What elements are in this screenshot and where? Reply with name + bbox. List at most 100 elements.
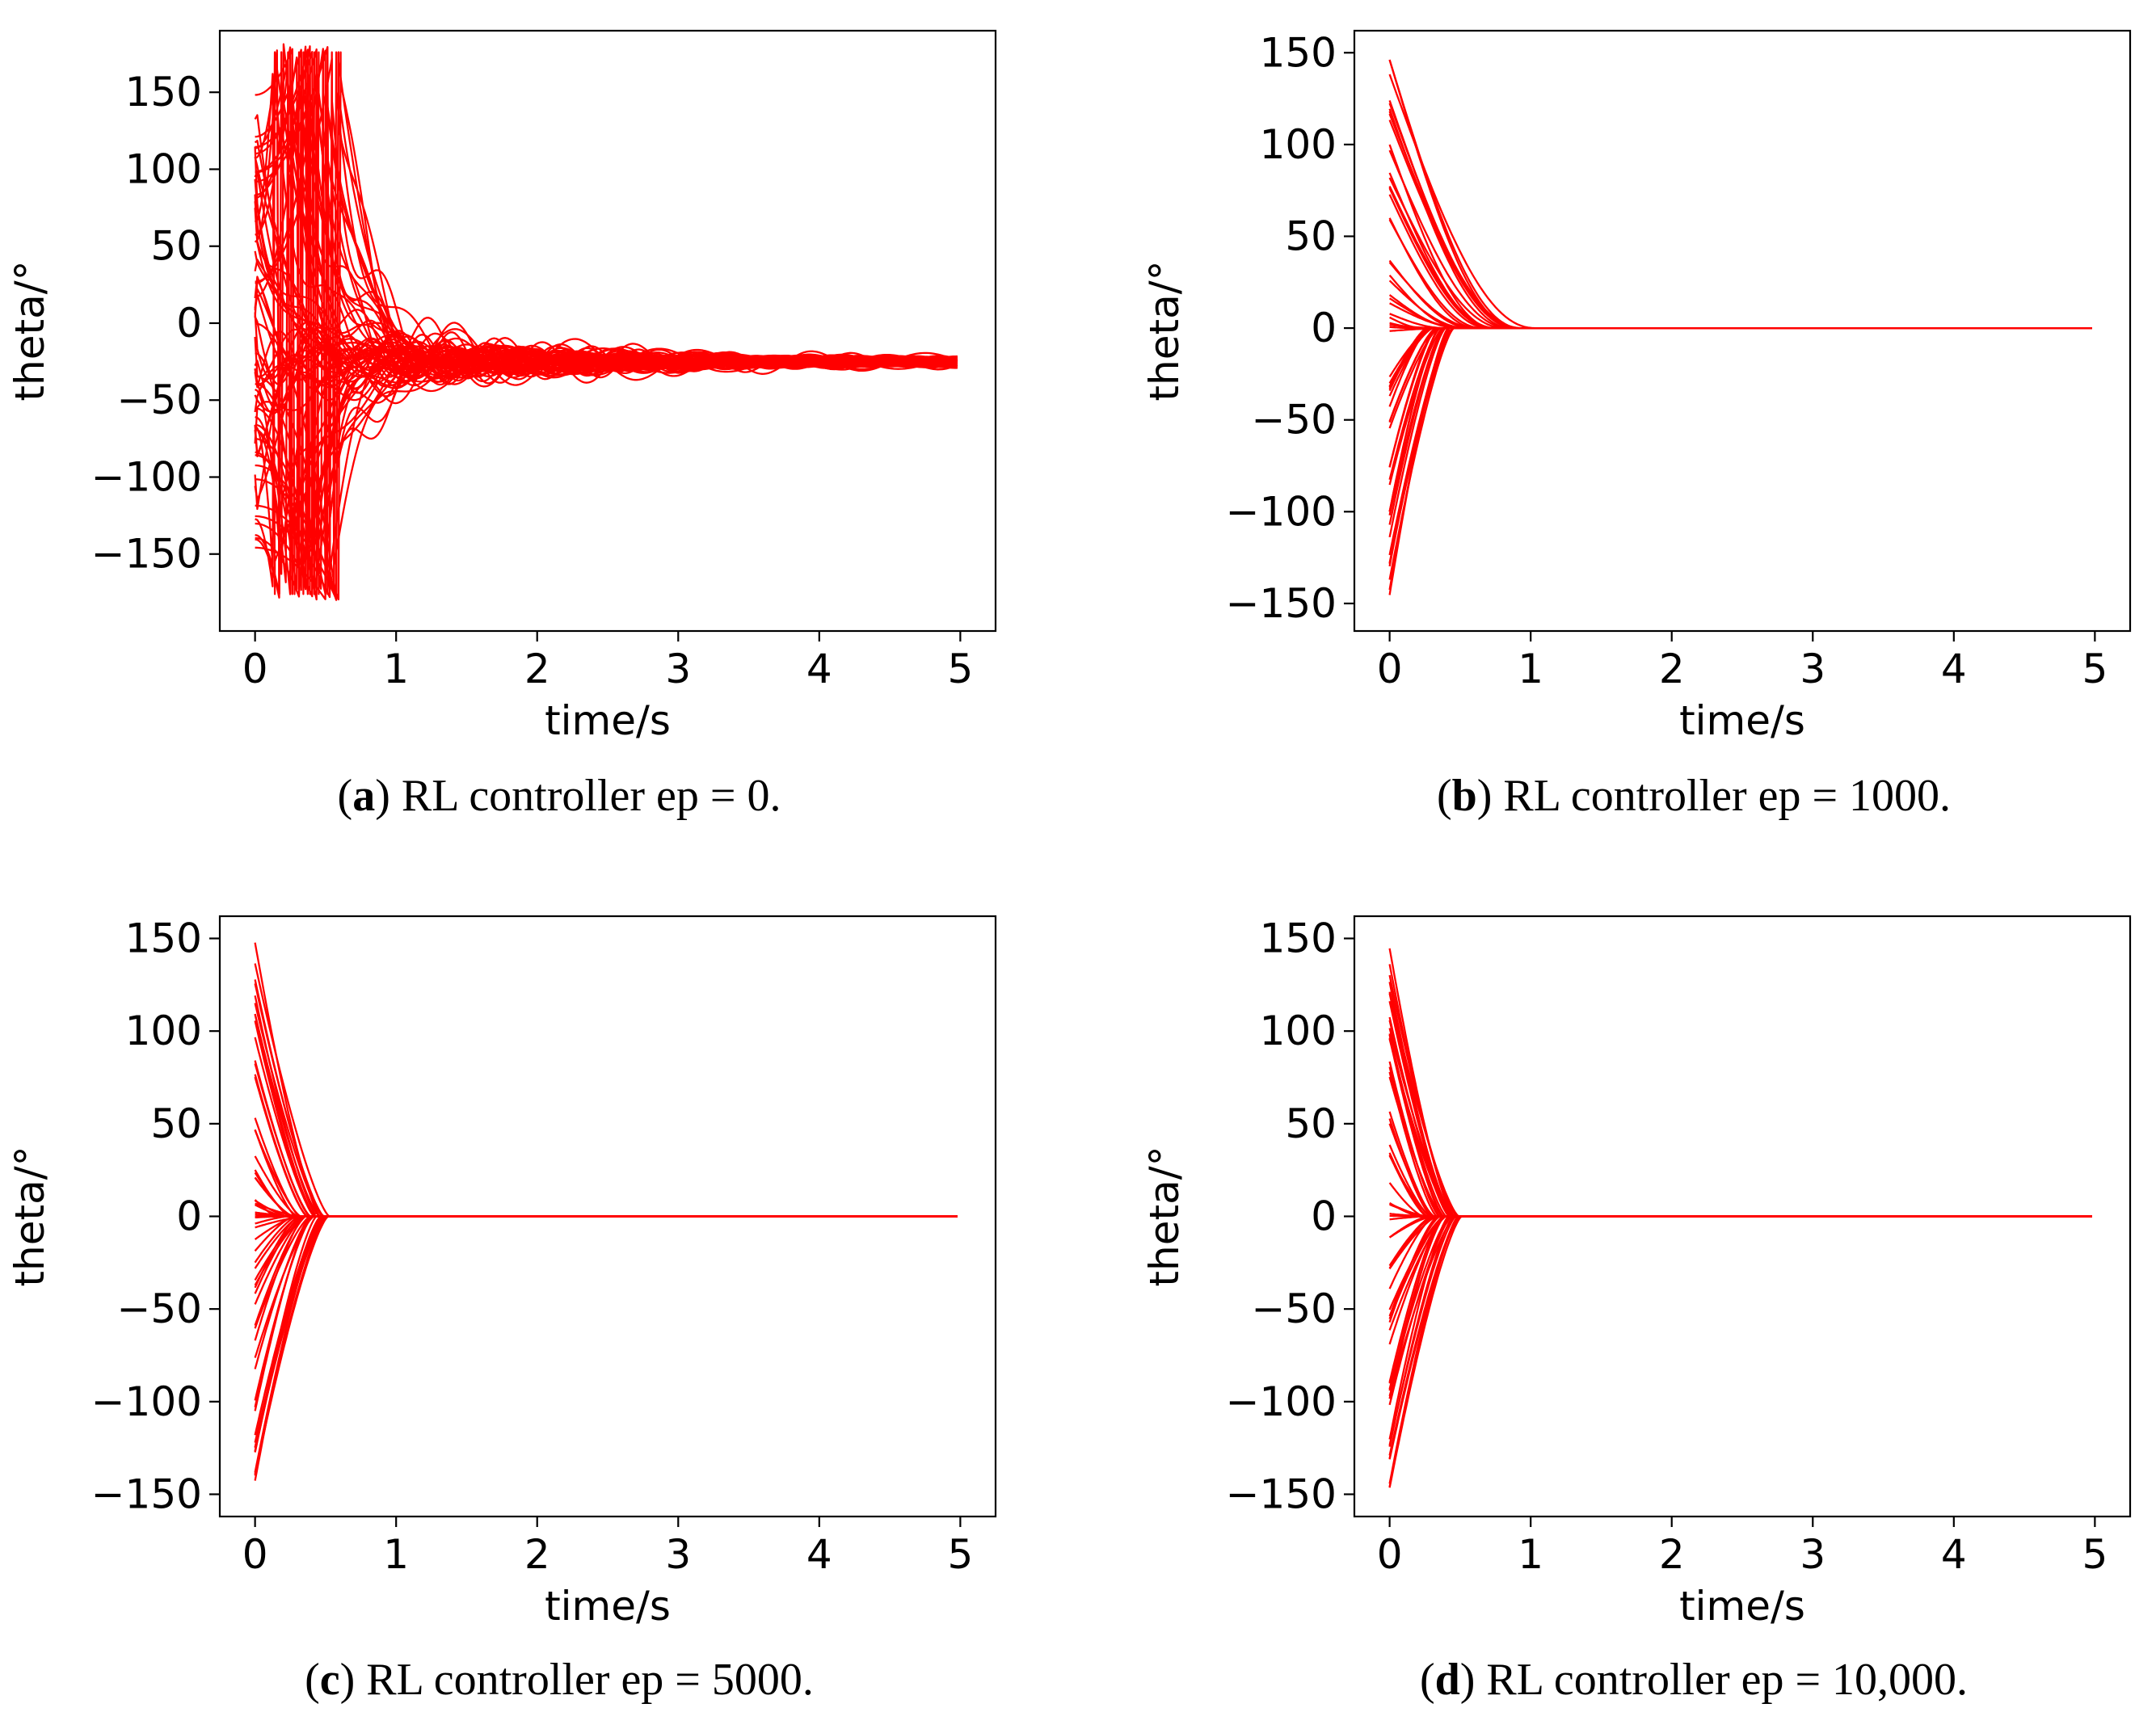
y-tick-label: −150 (91, 531, 202, 578)
y-tick-label: 0 (1311, 305, 1337, 351)
x-tick-label: 1 (383, 1531, 409, 1578)
series-line-17 (254, 1215, 958, 1401)
x-axis-label: time/s (545, 697, 671, 744)
caption-text: RL controller ep = 1000. (1503, 771, 1951, 821)
series-line-48 (1388, 1215, 2092, 1269)
y-tick-label: −50 (116, 1285, 202, 1332)
series-line-20 (1388, 326, 2092, 486)
series-line-26 (254, 1215, 958, 1289)
panel-caption: (a) RL controller ep = 0. (338, 771, 781, 821)
series-line-2 (254, 1130, 958, 1218)
series-line-37 (255, 51, 958, 595)
series-line-50 (1388, 1215, 2092, 1488)
caption-letter: b (1452, 771, 1477, 821)
x-tick-label: 0 (242, 1531, 268, 1578)
series-line-4 (1388, 1118, 2092, 1218)
series-line-44 (1388, 326, 2092, 389)
series-line-60 (1388, 144, 2092, 330)
series-line-36 (1388, 326, 2092, 423)
series-line-15 (254, 51, 958, 566)
series-line-20 (1388, 1215, 2092, 1446)
series-line-3 (1388, 1215, 2092, 1267)
series-line-46 (1389, 1203, 2092, 1218)
series-line-26 (1388, 948, 2092, 1218)
y-tick-label: −50 (1251, 1285, 1337, 1332)
series-line-29 (1388, 1215, 2092, 1239)
series-line-8 (1388, 326, 2092, 407)
series-line-56 (254, 1215, 958, 1341)
series-line-34 (1388, 1123, 2092, 1218)
series-line-32 (1388, 1215, 2092, 1440)
series-line-25 (254, 1215, 958, 1476)
series-line-37 (1388, 326, 2092, 515)
axes-frame (1353, 29, 2132, 633)
x-tick-label: 4 (1941, 1531, 1967, 1578)
x-tick-label: 3 (1800, 1531, 1825, 1578)
series-line-38 (1388, 1061, 2092, 1218)
y-tick-label: −50 (1251, 397, 1337, 444)
series-line-47 (254, 49, 958, 595)
series-line-57 (1388, 1034, 2092, 1218)
series-line-7 (1388, 217, 2092, 330)
series-line-36 (254, 1215, 958, 1281)
x-axis-label: time/s (1679, 697, 1805, 744)
y-tick-label: 100 (1260, 121, 1337, 168)
series-line-33 (1388, 149, 2092, 330)
x-tick-label: 1 (1518, 646, 1543, 692)
y-tick-label: −100 (91, 453, 202, 500)
y-tick-label: 100 (125, 145, 202, 192)
x-tick-label: 2 (1659, 646, 1685, 692)
series-line-60 (1388, 1215, 2092, 1323)
series-line-4 (255, 48, 958, 595)
series-line-35 (254, 1063, 958, 1218)
y-tick-label: 150 (125, 69, 202, 116)
series-line-37 (254, 1199, 958, 1218)
x-tick-label: 3 (665, 1531, 691, 1578)
y-tick-label: 0 (1311, 1193, 1337, 1240)
series-line-48 (1388, 326, 2092, 384)
series-line-34 (254, 1215, 958, 1452)
series-line-40 (254, 1076, 958, 1218)
series-line-30 (1388, 100, 2092, 330)
y-tick-label: 50 (1285, 1100, 1337, 1147)
series-line-41 (254, 1215, 958, 1358)
series-line-25 (254, 73, 958, 595)
series-line-51 (1388, 974, 2092, 1218)
series-line-59 (1388, 1215, 2092, 1317)
y-tick-label: 50 (150, 1100, 202, 1147)
series-line-39 (254, 1215, 958, 1269)
series-line-13 (1388, 1020, 2092, 1218)
series-line-45 (1388, 1152, 2092, 1218)
series-line-51 (1388, 326, 2092, 388)
series-line-54 (1388, 1215, 2092, 1239)
series-line-59 (254, 1020, 958, 1218)
x-axis-label: time/s (545, 1583, 671, 1630)
x-tick-label: 0 (1377, 646, 1403, 692)
series-line-18 (1388, 113, 2092, 330)
x-tick-label: 0 (242, 646, 268, 692)
y-tick-label: 0 (176, 300, 202, 347)
x-tick-label: 1 (383, 646, 409, 692)
series-line-36 (1388, 1215, 2092, 1447)
series-line-51 (254, 1037, 958, 1218)
y-tick-label: 150 (1260, 915, 1337, 962)
series-line-3 (1388, 219, 2092, 330)
series-line-22 (254, 1215, 958, 1240)
series-line-62 (255, 53, 958, 595)
series-line-42 (1388, 326, 2092, 580)
y-tick-label: 100 (1260, 1008, 1337, 1054)
series-line-10 (255, 48, 958, 595)
series-line-14 (254, 1215, 958, 1294)
panel-caption: (b) RL controller ep = 1000. (1437, 771, 1951, 821)
caption-letter: d (1435, 1655, 1460, 1705)
x-tick-label: 0 (1377, 1531, 1403, 1578)
y-tick-label: 100 (125, 1008, 202, 1054)
series-line-59 (255, 49, 958, 595)
series-line-55 (1389, 326, 2092, 330)
series-line-14 (1388, 1154, 2092, 1218)
series-line-2 (1388, 1215, 2092, 1345)
series-line-53 (1388, 1215, 2092, 1331)
series-line-21 (1389, 1201, 2092, 1218)
series-line-28 (254, 1215, 958, 1443)
